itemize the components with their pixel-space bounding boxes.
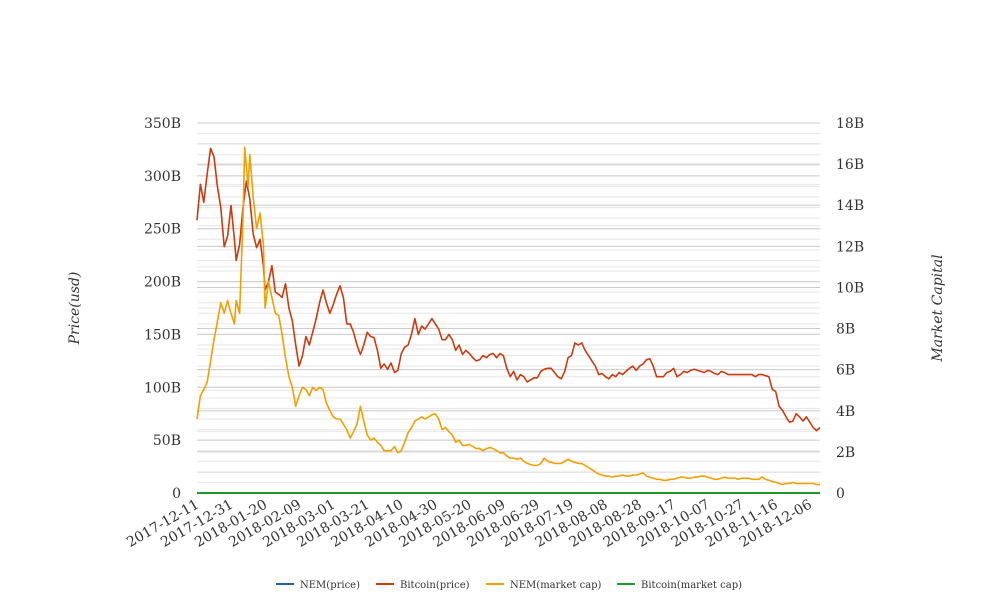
y2-tick-label: 8B bbox=[836, 322, 855, 338]
y2-tick-label: 12B bbox=[836, 239, 864, 255]
left-axis-title: Price(usd) bbox=[67, 272, 83, 346]
y2-tick-label: 0 bbox=[836, 486, 845, 502]
y2-tick-label: 2B bbox=[836, 445, 855, 461]
series-line-bitcoin-price- bbox=[196, 147, 821, 432]
y-tick-label: 200B bbox=[144, 275, 181, 291]
y2-tick-label: 6B bbox=[836, 363, 855, 379]
right-axis-title: Market Capital bbox=[930, 254, 946, 362]
right-axis-ticks: 0 2B 4B 6B 8B 10B 12B 14B 16B 18B bbox=[836, 116, 864, 502]
legend: NEM(price) Bitcoin(price) NEM(market cap) B… bbox=[276, 580, 742, 591]
legend-label: Bitcoin(market cap) bbox=[641, 580, 742, 591]
series-line-nem-market-cap- bbox=[196, 146, 820, 486]
y-tick-label: 300B bbox=[144, 169, 181, 185]
y-tick-label: 0 bbox=[172, 486, 181, 502]
y2-tick-label: 10B bbox=[836, 280, 864, 296]
series-lines bbox=[196, 146, 821, 494]
grid-lines bbox=[197, 122, 820, 494]
legend-label: NEM(price) bbox=[300, 580, 360, 591]
x-axis-ticks: 2017-12-112017-12-312018-01-202018-02-09… bbox=[124, 497, 815, 551]
y2-tick-label: 16B bbox=[836, 157, 864, 173]
y-tick-label: 350B bbox=[144, 116, 181, 132]
y-tick-label: 50B bbox=[153, 433, 181, 449]
left-axis-ticks: 0 50B 100B 150B 200B 250B 300B 350B bbox=[144, 116, 181, 502]
y-tick-label: 150B bbox=[144, 327, 181, 343]
legend-label: NEM(market cap) bbox=[510, 580, 602, 591]
y2-tick-label: 4B bbox=[836, 404, 855, 420]
y2-tick-label: 14B bbox=[836, 198, 864, 214]
y-tick-label: 100B bbox=[144, 380, 181, 396]
y2-tick-label: 18B bbox=[836, 116, 864, 132]
y-tick-label: 250B bbox=[144, 222, 181, 238]
legend-label: Bitcoin(price) bbox=[400, 580, 470, 591]
